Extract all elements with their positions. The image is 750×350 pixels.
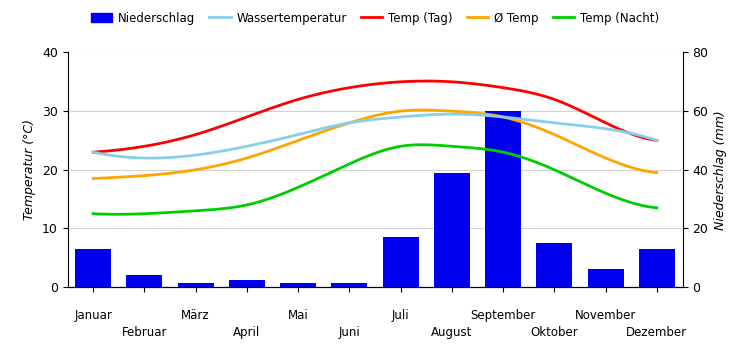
Bar: [229, 280, 265, 287]
Text: Juni: Juni: [338, 326, 360, 339]
Bar: [332, 282, 368, 287]
Text: Februar: Februar: [122, 326, 167, 339]
Bar: [639, 249, 675, 287]
Bar: [588, 270, 623, 287]
Y-axis label: Niederschlag (mm): Niederschlag (mm): [714, 110, 727, 230]
Bar: [485, 111, 521, 287]
Text: November: November: [575, 309, 636, 322]
Text: August: August: [431, 326, 472, 339]
Text: Juli: Juli: [392, 309, 410, 322]
Text: September: September: [470, 309, 536, 322]
Text: März: März: [182, 309, 210, 322]
Text: Dezember: Dezember: [626, 326, 688, 339]
Bar: [178, 282, 214, 287]
Y-axis label: Temperatur (°C): Temperatur (°C): [23, 119, 36, 220]
Bar: [536, 243, 572, 287]
Text: Januar: Januar: [74, 309, 112, 322]
Bar: [280, 282, 316, 287]
Text: Oktober: Oktober: [530, 326, 578, 339]
Text: Mai: Mai: [288, 309, 308, 322]
Bar: [434, 173, 470, 287]
Bar: [75, 249, 111, 287]
Bar: [127, 275, 162, 287]
Text: April: April: [233, 326, 260, 339]
Legend: Niederschlag, Wassertemperatur, Temp (Tag), Ø Temp, Temp (Nacht): Niederschlag, Wassertemperatur, Temp (Ta…: [86, 7, 664, 29]
Bar: [382, 237, 418, 287]
